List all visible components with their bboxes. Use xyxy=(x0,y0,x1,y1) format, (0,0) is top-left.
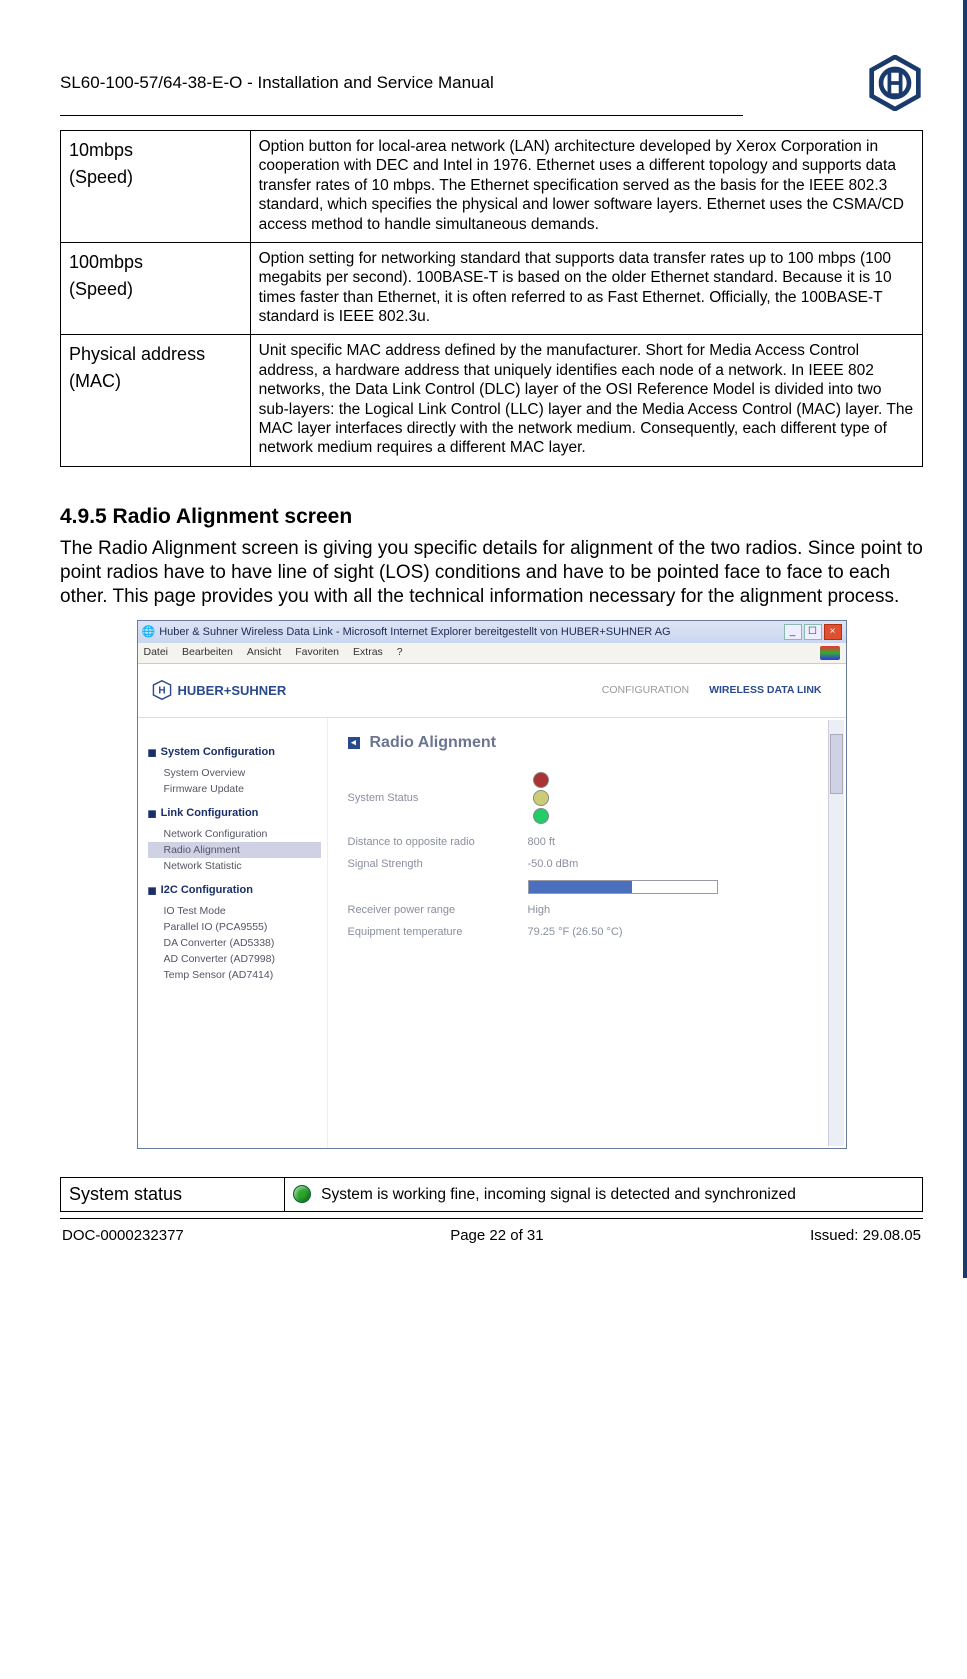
row-label-system-status: System Status xyxy=(348,792,528,804)
sidebar-group-link: ◼Link Configuration xyxy=(148,807,321,820)
row-label-rx-range: Receiver power range xyxy=(348,904,528,916)
sidebar-item-parallel-io[interactable]: Parallel IO (PCA9555) xyxy=(148,919,321,935)
term-text: Physical address (MAC) xyxy=(69,341,242,395)
menu-item[interactable]: Ansicht xyxy=(247,646,281,660)
nav-configuration[interactable]: CONFIGURATION xyxy=(602,684,689,696)
menu-item[interactable]: Extras xyxy=(353,646,383,660)
browser-menubar: Datei Bearbeiten Ansicht Favoriten Extra… xyxy=(138,643,846,664)
definition-text: Option setting for networking standard t… xyxy=(250,242,922,335)
sidebar-item-radio-alignment[interactable]: Radio Alignment xyxy=(148,842,321,858)
row-value-rx-range: High xyxy=(528,904,551,916)
table-row: 10mbps (Speed) Option button for local-a… xyxy=(61,131,923,243)
sidebar-item-firmware-update[interactable]: Firmware Update xyxy=(148,781,321,797)
term-text: 10mbps xyxy=(69,137,242,164)
menu-item[interactable]: ? xyxy=(397,646,403,660)
signal-strength-bar xyxy=(528,880,718,894)
close-button[interactable]: × xyxy=(824,624,842,640)
sidebar-item-temp-sensor[interactable]: Temp Sensor (AD7414) xyxy=(148,967,321,983)
sidebar-nav: ◼System Configuration System Overview Fi… xyxy=(138,718,328,1148)
traffic-light-icon xyxy=(528,770,554,826)
ie-icon: 🌐 xyxy=(142,625,156,638)
sidebar-item-system-overview[interactable]: System Overview xyxy=(148,765,321,781)
embedded-screenshot: 🌐 Huber & Suhner Wireless Data Link - Mi… xyxy=(137,620,847,1149)
term-text: 100mbps xyxy=(69,249,242,276)
menu-item[interactable]: Bearbeiten xyxy=(182,646,233,660)
nav-wireless-data-link[interactable]: WIRELESS DATA LINK xyxy=(709,684,821,696)
definition-text: Option button for local-area network (LA… xyxy=(250,131,922,243)
term-text: (Speed) xyxy=(69,276,242,303)
table-row: Physical address (MAC) Unit specific MAC… xyxy=(61,335,923,466)
row-value-signal: -50.0 dBm xyxy=(528,858,579,870)
sidebar-item-da-converter[interactable]: DA Converter (AD5338) xyxy=(148,935,321,951)
definitions-table: 10mbps (Speed) Option button for local-a… xyxy=(60,130,923,467)
table-row: System status System is working fine, in… xyxy=(61,1177,923,1211)
windows-flag-icon xyxy=(820,646,840,660)
status-text: System is working fine, incoming signal … xyxy=(321,1186,796,1203)
sidebar-item-network-config[interactable]: Network Configuration xyxy=(148,826,321,842)
panel-title: ◂Radio Alignment xyxy=(348,734,816,752)
row-label-distance: Distance to opposite radio xyxy=(348,836,528,848)
window-title: 🌐 Huber & Suhner Wireless Data Link - Mi… xyxy=(142,625,671,638)
menu-item[interactable]: Datei xyxy=(144,646,169,660)
scrollbar[interactable] xyxy=(828,720,844,1146)
row-label-signal: Signal Strength xyxy=(348,858,528,870)
table-row: 100mbps (Speed) Option setting for netwo… xyxy=(61,242,923,335)
sidebar-item-network-statistic[interactable]: Network Statistic xyxy=(148,858,321,874)
status-table: System status System is working fine, in… xyxy=(60,1177,923,1212)
maximize-button[interactable]: ☐ xyxy=(804,624,822,640)
definition-text: Unit specific MAC address defined by the… xyxy=(250,335,922,466)
footer-page-number: Page 22 of 31 xyxy=(450,1227,543,1244)
sidebar-group-i2c: ◼I2C Configuration xyxy=(148,884,321,897)
term-text: (Speed) xyxy=(69,164,242,191)
minimize-button[interactable]: _ xyxy=(784,624,802,640)
section-heading: 4.9.5 Radio Alignment screen xyxy=(60,505,923,529)
status-green-dot-icon xyxy=(293,1185,311,1203)
sidebar-group-system: ◼System Configuration xyxy=(148,746,321,759)
footer-doc-id: DOC-0000232377 xyxy=(62,1227,184,1244)
row-label-temperature: Equipment temperature xyxy=(348,926,528,938)
main-panel: ◂Radio Alignment System Status Distance … xyxy=(328,718,846,1148)
document-header-title: SL60-100-57/64-38-E-O - Installation and… xyxy=(60,73,494,93)
brand-logo: H HUBER+SUHNER xyxy=(152,680,287,700)
status-label: System status xyxy=(61,1177,285,1211)
sidebar-item-ad-converter[interactable]: AD Converter (AD7998) xyxy=(148,951,321,967)
svg-text:H: H xyxy=(158,686,165,697)
footer-issued-date: Issued: 29.08.05 xyxy=(810,1227,921,1244)
row-value-temperature: 79.25 °F (26.50 °C) xyxy=(528,926,623,938)
company-logo-icon xyxy=(867,55,923,111)
menu-item[interactable]: Favoriten xyxy=(295,646,339,660)
row-value-distance: 800 ft xyxy=(528,836,556,848)
sidebar-item-io-test[interactable]: IO Test Mode xyxy=(148,903,321,919)
header-divider xyxy=(60,115,743,116)
footer-divider xyxy=(60,1218,923,1219)
section-paragraph: The Radio Alignment screen is giving you… xyxy=(60,537,923,610)
